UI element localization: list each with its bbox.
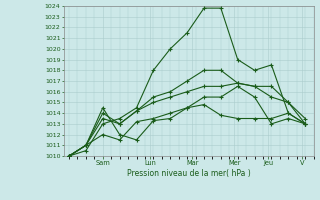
X-axis label: Pression niveau de la mer( hPa ): Pression niveau de la mer( hPa ) [127,169,251,178]
